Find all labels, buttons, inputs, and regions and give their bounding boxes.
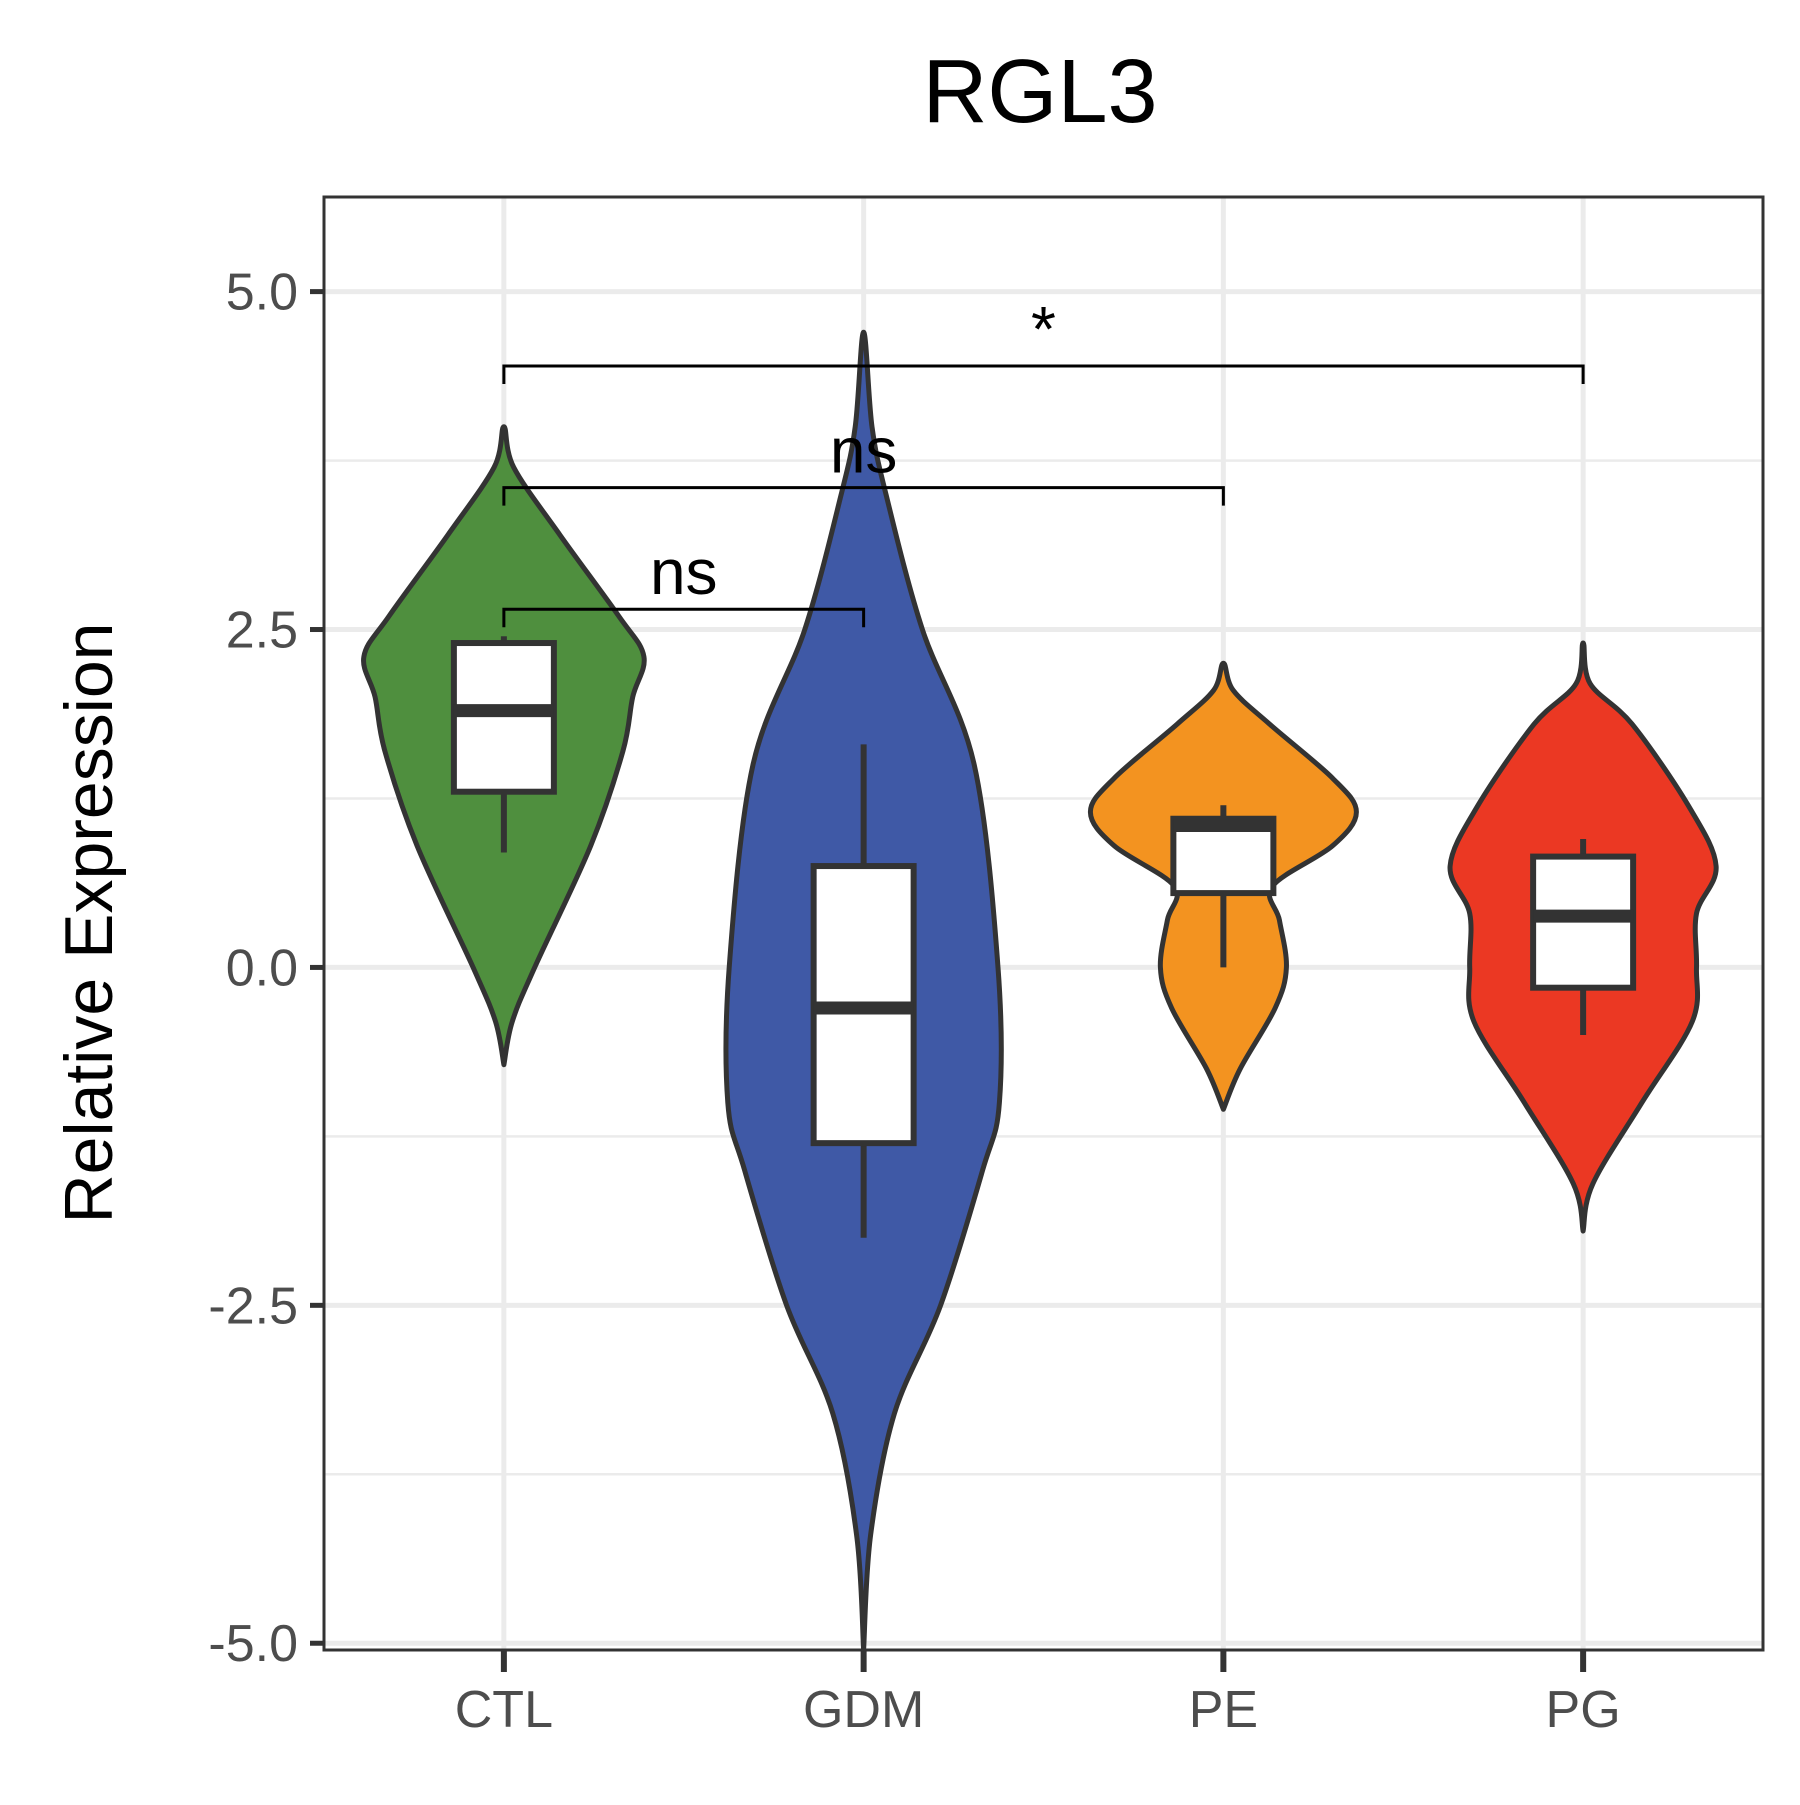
sig-ctl-pe-bracket <box>502 486 1225 506</box>
box-layer <box>450 636 1637 1238</box>
panel-border <box>322 195 1765 1652</box>
box-ctl <box>450 640 557 795</box>
sig-ctl-pg-bracket <box>502 364 1585 384</box>
significance-layer: ns ns * <box>502 293 1585 628</box>
y-tick-label: 0.0 <box>226 939 298 997</box>
sig-ctl-gdm-bracket <box>502 607 866 628</box>
sig-ctl-gdm-label: ns <box>650 536 718 608</box>
sig-ctl-pg-label: * <box>1031 293 1056 365</box>
y-tick-label: 5.0 <box>226 264 298 322</box>
x-tick-label-gdm: GDM <box>803 1681 924 1739</box>
axis-layer: 5.0 2.5 0.0 -2.5 -5.0 CTL GDM PE PG <box>208 264 1620 1739</box>
y-tick-label: -5.0 <box>208 1615 298 1673</box>
x-tick-label-pe: PE <box>1189 1681 1258 1739</box>
x-tick-label-pg: PG <box>1546 1681 1621 1739</box>
x-tick-label-ctl: CTL <box>455 1681 553 1739</box>
sig-ctl-pe-label: ns <box>830 415 898 487</box>
y-tick-label: 2.5 <box>226 602 298 660</box>
y-axis-title: Relative Expression <box>51 623 127 1224</box>
chart-title: RGL3 <box>922 42 1157 142</box>
y-tick-label: -2.5 <box>208 1277 298 1335</box>
